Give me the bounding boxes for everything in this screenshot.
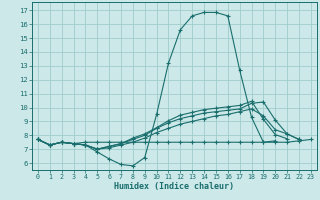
X-axis label: Humidex (Indice chaleur): Humidex (Indice chaleur): [115, 182, 234, 191]
